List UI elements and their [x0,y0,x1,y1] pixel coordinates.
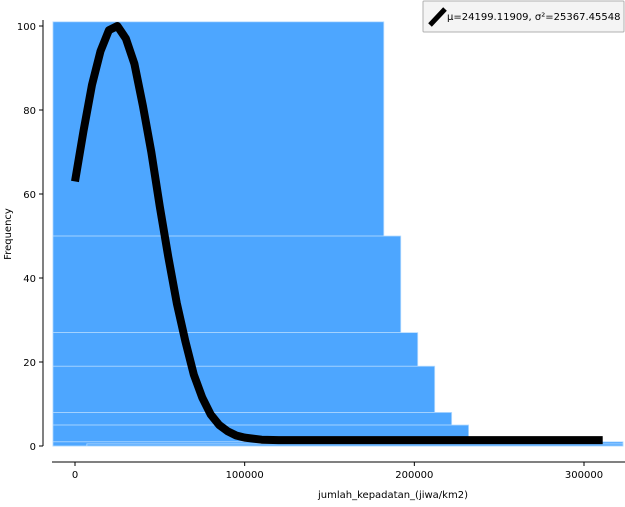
bars-layer [52,21,624,447]
axes-layer [42,20,625,463]
x-ticks: 0 100000 200000 300000 [72,462,603,481]
histogram-bar [86,443,624,447]
x-axis-label: jumlah_kepadatan_(jiwa/km2) [317,490,468,501]
legend: μ=24199.11909, σ²=25367.45548 [422,0,625,33]
curve-layer [71,22,603,445]
y-tick-label: 20 [23,358,36,369]
x-tick-label: 200000 [395,470,433,481]
y-tick-label: 0 [30,442,36,453]
x-tick-label: 100000 [226,470,264,481]
y-axis-label: Frequency [3,208,14,260]
normal-fit-curve [71,22,603,445]
y-tick-label: 40 [23,274,36,285]
legend-line-swatch [428,7,447,27]
y-tick-label: 60 [23,190,36,201]
x-tick-label: 300000 [565,470,603,481]
legend-label: μ=24199.11909, σ²=25367.45548 [447,12,620,23]
x-tick-label: 0 [72,470,78,481]
y-tick-label: 100 [17,22,36,33]
y-tick-label: 80 [23,106,36,117]
legend-box [422,0,625,33]
y-ticks: 0 20 40 60 80 100 [17,22,43,453]
